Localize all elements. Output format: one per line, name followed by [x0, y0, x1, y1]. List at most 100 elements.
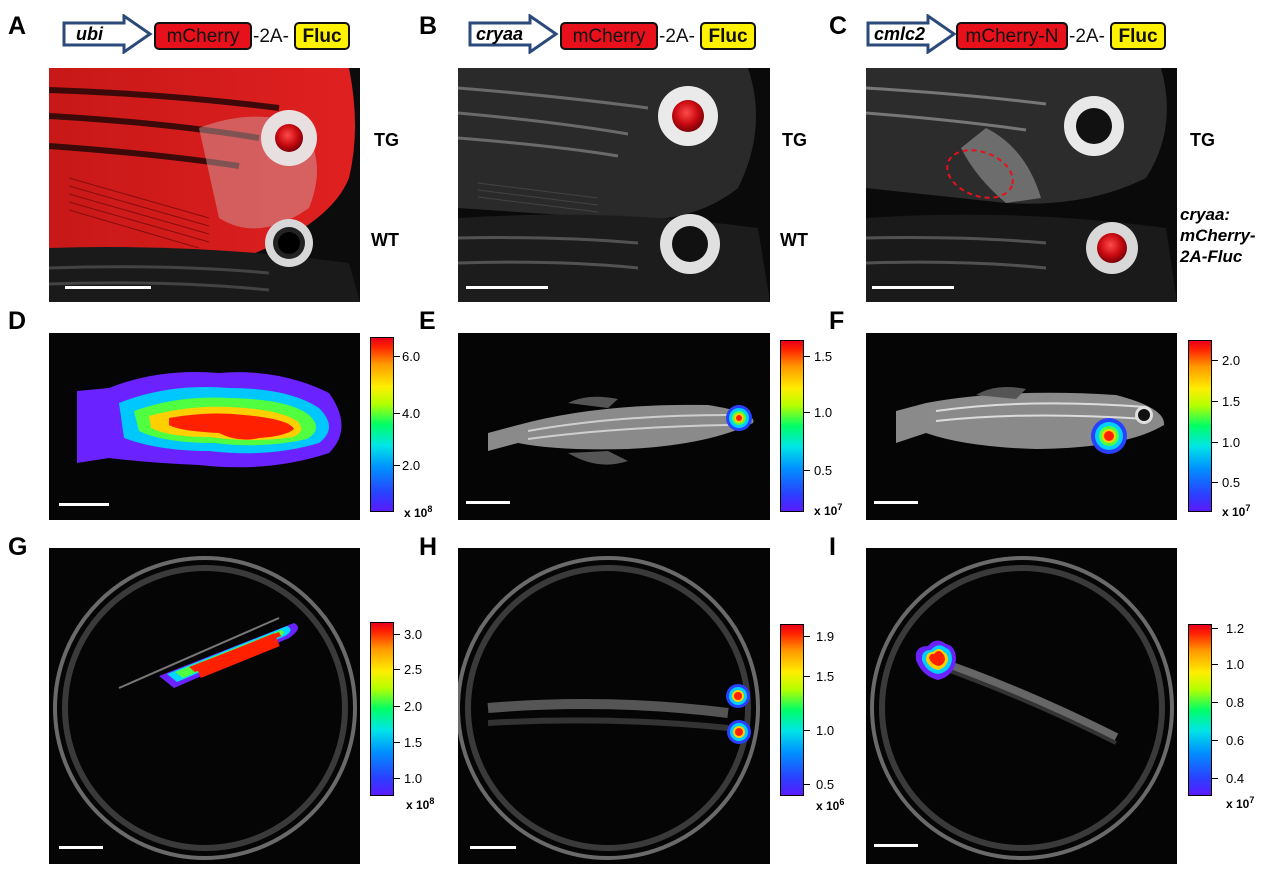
transgene-line-1: cryaa:	[1180, 205, 1231, 224]
colorbar-d	[370, 337, 394, 512]
promoter-arrow-icon	[468, 14, 559, 54]
bioluminescence-image-d	[49, 333, 360, 520]
colorbar-h	[780, 624, 804, 796]
fish-photo-a	[49, 68, 360, 302]
fish-photo-b	[458, 68, 770, 302]
tick-mark	[804, 676, 810, 677]
dish-image-g	[49, 548, 360, 864]
colorbar-tick: 2.0	[1222, 353, 1241, 368]
colorbar-tick: 0.5	[814, 463, 833, 478]
colorbar-tick: 1.0	[1226, 657, 1245, 672]
colorbar-unit: x 107	[1222, 503, 1251, 519]
colorbar-unit: x 108	[406, 796, 435, 812]
dish-overlay-g	[49, 548, 360, 864]
transgene-line-3: 2A-Fluc	[1180, 247, 1243, 266]
colorbar-tick: 1.0	[1222, 435, 1241, 450]
scale-bar	[59, 846, 103, 849]
tick-mark	[394, 413, 400, 414]
linker-label: -2A-	[253, 26, 289, 47]
panel-label-e: E	[419, 307, 436, 335]
colorbar-g	[370, 622, 394, 796]
panel-label-f: F	[829, 307, 845, 335]
colorbar-i	[1188, 624, 1212, 796]
colorbar-f	[1188, 340, 1212, 512]
colorbar-tick: 2.5	[404, 662, 423, 677]
fish-photo-c	[866, 68, 1177, 302]
colorbar-tick: 3.0	[404, 627, 423, 642]
tick-mark	[1212, 740, 1218, 741]
tick-mark	[804, 470, 810, 471]
tick-mark	[394, 669, 400, 670]
tick-mark	[394, 706, 400, 707]
tick-mark	[1212, 778, 1218, 779]
tick-mark	[394, 634, 400, 635]
tick-mark	[804, 784, 810, 785]
dish-image-h	[458, 548, 770, 864]
panel-label-h: H	[419, 533, 438, 561]
fish-image-b	[458, 68, 770, 302]
colorbar-tick: 2.0	[404, 699, 423, 714]
panel-label-c: C	[829, 12, 848, 40]
tick-mark	[804, 412, 810, 413]
colorbar-tick: 1.9	[816, 629, 835, 644]
mcherry-box: mCherry	[560, 22, 658, 50]
bioluminescence-image-f	[866, 333, 1177, 520]
colorbar-tick: 0.5	[1222, 475, 1241, 490]
colorbar-unit: x 107	[814, 502, 843, 518]
construct-diagram-b: cryaa mCherry -2A- Fluc	[468, 14, 768, 54]
tg-label: TG	[1190, 130, 1215, 150]
fluc-box: Fluc	[700, 22, 756, 50]
colorbar-tick: 0.4	[1226, 771, 1245, 786]
luminescence-overlay-d	[49, 333, 360, 520]
tick-mark	[1212, 401, 1218, 402]
scale-bar	[59, 503, 109, 506]
colorbar-tick: 6.0	[402, 349, 421, 364]
colorbar-unit: x 108	[404, 504, 433, 520]
colorbar-tick: 1.0	[404, 771, 423, 786]
transgene-line-2: mCherry-	[1180, 226, 1256, 245]
scale-bar	[466, 501, 510, 504]
transgene-annotation: cryaa: mCherry- 2A-Fluc	[1180, 204, 1256, 267]
scale-bar	[874, 844, 918, 847]
tick-mark	[394, 742, 400, 743]
tick-mark	[1212, 442, 1218, 443]
tg-label: TG	[782, 130, 807, 150]
promoter-arrow-icon	[866, 14, 957, 54]
promoter-arrow-icon	[62, 14, 153, 54]
scale-bar	[874, 501, 918, 504]
colorbar-tick: 1.5	[816, 669, 835, 684]
dish-overlay-h	[458, 548, 770, 864]
bioluminescence-image-e	[458, 333, 770, 520]
colorbar-tick: 1.5	[1222, 394, 1241, 409]
promoter-label: ubi	[76, 24, 103, 44]
tick-mark	[804, 636, 810, 637]
colorbar-tick: 0.6	[1226, 733, 1245, 748]
colorbar-unit: x 107	[1226, 795, 1255, 811]
tick-mark	[1212, 628, 1218, 629]
scale-bar	[466, 286, 548, 289]
colorbar-tick: 1.5	[404, 735, 423, 750]
mcherry-box: mCherry-N	[956, 22, 1068, 50]
construct-diagram-a: ubi mCherry -2A- Fluc	[62, 14, 362, 54]
tg-label: TG	[374, 130, 399, 150]
fish-image-a	[49, 68, 360, 302]
fluc-box: Fluc	[294, 22, 350, 50]
luminescence-overlay-e	[458, 333, 770, 520]
dish-overlay-i	[866, 548, 1177, 864]
dish-image-i	[866, 548, 1177, 864]
tick-mark	[394, 465, 400, 466]
colorbar-tick: 1.2	[1226, 621, 1245, 636]
tick-mark	[1212, 702, 1218, 703]
construct-diagram-c: cmlc2 mCherry-N -2A- Fluc	[866, 14, 1186, 54]
linker-label: -2A-	[1069, 26, 1105, 47]
tick-mark	[394, 778, 400, 779]
colorbar-e	[780, 340, 804, 512]
colorbar-tick: 1.0	[816, 723, 835, 738]
scale-bar	[470, 846, 516, 849]
colorbar-tick: 4.0	[402, 406, 421, 421]
colorbar-tick: 0.5	[816, 777, 835, 792]
panel-label-d: D	[8, 307, 27, 335]
promoter-label: cryaa	[476, 24, 524, 44]
tick-mark	[394, 356, 400, 357]
colorbar-tick: 0.8	[1226, 695, 1245, 710]
